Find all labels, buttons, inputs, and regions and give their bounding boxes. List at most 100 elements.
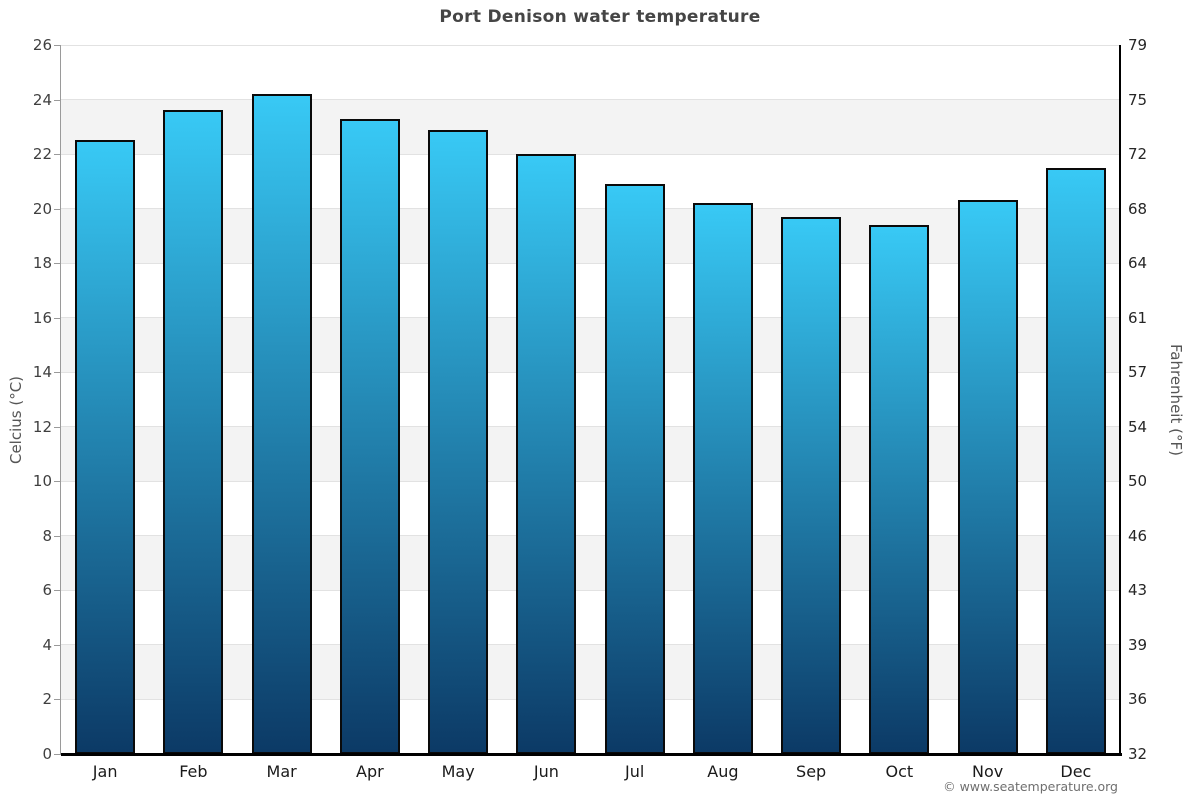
bar-oct [869,224,930,754]
grid-band [61,426,1120,482]
gridline [61,371,1120,373]
gridline [61,480,1120,482]
y-tick-label-fahrenheit: 68 [1128,199,1148,218]
gridline [61,99,1120,101]
grid-band [61,590,1120,645]
y-tick-label-fahrenheit: 32 [1128,745,1148,763]
y-axis-tick [54,263,60,265]
x-tick-label-nov: Nov [972,762,1004,781]
y-tick-label-celsius: 18 [32,254,52,273]
plot-area [61,44,1120,756]
x-axis-line [61,753,1122,756]
grid-band [61,208,1120,264]
y-tick-label-celsius: 0 [42,745,52,763]
x-tick-label-sep: Sep [796,762,827,781]
gridline [61,426,1120,428]
bar-mar [251,94,312,754]
gridline [61,153,1120,155]
y-tick-label-fahrenheit: 57 [1128,363,1148,382]
y-axis-tick [54,99,60,101]
x-tick-label-jan: Jan [92,762,118,781]
bar-jan [75,140,136,754]
y-axis-tick [54,699,60,701]
grid-band [61,263,1120,318]
grid-band [61,481,1120,536]
copyright[interactable]: © www.seatemperature.org [943,779,1118,794]
grid-band [61,45,1120,100]
gridline [61,262,1120,264]
y-axis-tick [54,372,60,374]
bar-jun [516,154,577,754]
y-axis-tick [54,481,60,483]
y-tick-label-fahrenheit: 50 [1128,472,1148,491]
bar-dec [1045,167,1106,754]
y-tick-label-fahrenheit: 36 [1128,690,1148,709]
y-tick-label-celsius: 4 [42,635,52,654]
grid-band [61,154,1120,209]
y-axis-tick [54,317,60,319]
grid-band [61,644,1120,700]
y-tick-label-celsius: 8 [42,526,52,545]
x-tick-label-may: May [441,762,475,781]
y-axis-line-right [1119,45,1121,756]
grid-band [61,99,1120,155]
y-tick-label-celsius: 6 [42,581,52,600]
y-axis-tick [54,644,60,646]
gridline [61,644,1120,646]
y-tick-label-celsius: 16 [32,308,52,327]
bar-nov [957,200,1018,754]
bar-may [428,129,489,754]
y-tick-label-fahrenheit: 75 [1128,90,1148,109]
y-tick-label-fahrenheit: 79 [1128,36,1148,54]
bar-apr [339,118,400,754]
y-axis-tick [54,154,60,156]
gridline [61,317,1120,319]
y-tick-label-fahrenheit: 43 [1128,581,1148,600]
y-tick-label-fahrenheit: 54 [1128,417,1148,436]
y-tick-label-celsius: 12 [32,417,52,436]
chart-title: Port Denison water temperature [439,7,761,27]
y-axis-tick [54,426,60,428]
x-tick-label-feb: Feb [179,762,208,781]
y-axis-tick [54,754,60,755]
y-tick-label-fahrenheit: 61 [1128,308,1148,327]
y-axis-tick [54,208,60,210]
gridline [61,698,1120,700]
y-tick-label-celsius: 24 [32,90,52,109]
y-tick-label-fahrenheit: 64 [1128,254,1148,273]
bar-feb [163,110,224,754]
x-tick-label-aug: Aug [707,762,739,781]
y-tick-label-celsius: 10 [32,472,52,491]
y-axis-tick [54,535,60,537]
x-tick-label-apr: Apr [356,762,384,781]
grid-band [61,699,1120,754]
bar-aug [692,203,753,754]
y-tick-label-fahrenheit: 39 [1128,635,1148,654]
bar-jul [604,184,665,754]
x-tick-label-jul: Jul [624,762,645,781]
grid-band [61,317,1120,373]
grid-band [61,372,1120,427]
gridline [61,44,1120,46]
x-tick-label-dec: Dec [1060,762,1092,781]
y-tick-label-celsius: 2 [42,690,52,709]
y-tick-label-celsius: 26 [32,36,52,54]
y-axis-tick [54,590,60,592]
y-tick-label-fahrenheit: 72 [1128,145,1148,164]
gridline [61,535,1120,537]
gridline [61,589,1120,591]
x-tick-label-mar: Mar [266,762,297,781]
x-tick-label-jun: Jun [533,762,559,781]
x-tick-label-oct: Oct [885,762,914,781]
y-tick-label-fahrenheit: 46 [1128,526,1148,545]
y-tick-label-celsius: 14 [32,363,52,382]
grid-band [61,535,1120,591]
y-axis-tick [54,45,60,46]
fahrenheit-axis-title: Fahrenheit (°F) [1167,344,1185,456]
y-axis-line-left [60,45,61,755]
y-tick-label-celsius: 22 [32,145,52,164]
bar-sep [781,216,842,754]
y-tick-label-celsius: 20 [32,199,52,218]
gridline [61,208,1120,210]
